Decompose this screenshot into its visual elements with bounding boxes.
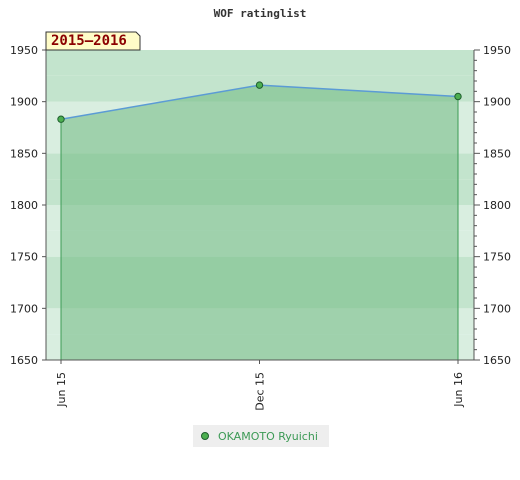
x-axis: Jun 15 Dec 15 Jun 16 bbox=[46, 359, 474, 411]
legend-marker bbox=[201, 432, 209, 440]
y-tick-label-right: 1650 bbox=[483, 354, 511, 367]
legend: OKAMOTO Ryuichi bbox=[193, 425, 329, 447]
series-points bbox=[57, 81, 462, 123]
background-band bbox=[46, 50, 474, 76]
data-point bbox=[57, 115, 65, 123]
x-tick-label: Jun 16 bbox=[452, 372, 465, 408]
y-tick-label-right: 1800 bbox=[483, 199, 511, 212]
legend-box bbox=[193, 425, 329, 447]
y-tick-label-right: 1850 bbox=[483, 147, 511, 160]
y-tick-label-left: 1850 bbox=[10, 147, 38, 160]
y-tick-label-left: 1650 bbox=[10, 354, 38, 367]
y-tick-label-left: 1700 bbox=[10, 302, 38, 315]
y-axis-right: 1650 1700 1750 1800 1850 1900 1950 bbox=[473, 44, 511, 367]
area-fill bbox=[61, 85, 458, 360]
data-point bbox=[454, 92, 462, 101]
data-point bbox=[255, 81, 264, 89]
period-badge: 2015–2016 bbox=[45, 31, 141, 51]
y-tick-label-right: 1750 bbox=[483, 251, 511, 264]
x-tick-label: Jun 15 bbox=[55, 372, 68, 408]
y-tick-label-left: 1750 bbox=[10, 251, 38, 264]
y-tick-label-right: 1700 bbox=[483, 302, 511, 315]
y-axis-left: 1650 1700 1750 1800 1850 1900 1950 bbox=[10, 44, 47, 367]
y-tick-label-left: 1950 bbox=[10, 44, 38, 57]
y-tick-label-right: 1900 bbox=[483, 96, 511, 109]
legend-series-name: OKAMOTO Ryuichi bbox=[218, 430, 318, 443]
rating-area bbox=[60, 84, 459, 360]
period-label: 2015–2016 bbox=[51, 33, 127, 49]
y-tick-label-left: 1800 bbox=[10, 199, 38, 212]
chart-title: WOF ratinglist bbox=[214, 7, 307, 20]
y-tick-label-left: 1900 bbox=[10, 96, 38, 109]
y-tick-label-right: 1950 bbox=[483, 44, 511, 57]
x-tick-label: Dec 15 bbox=[254, 372, 267, 411]
